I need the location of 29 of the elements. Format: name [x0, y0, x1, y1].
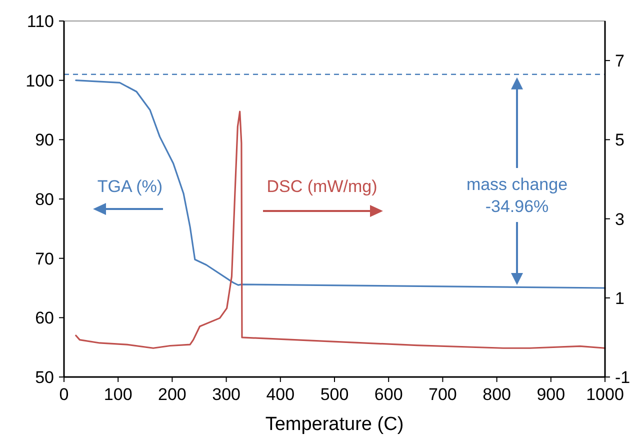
- annotation: mass change -34.96%: [466, 175, 568, 216]
- line-series: [75, 80, 606, 289]
- y-tick-label: 60: [35, 308, 54, 328]
- y2-tick-label: 3: [615, 210, 624, 229]
- x-tick-label: 100: [104, 385, 132, 404]
- y-tick-label: 100: [26, 71, 54, 90]
- line-series: [75, 110, 606, 349]
- x-tick-label: 0: [59, 385, 69, 404]
- x-tick-label: 600: [374, 385, 403, 404]
- x-tick-label: 700: [428, 385, 457, 404]
- x-tick-label: 1000: [586, 385, 624, 404]
- x-axis-title: Temperature (C): [265, 414, 404, 435]
- y-tick-label: 90: [35, 130, 54, 150]
- x-tick-label: 400: [266, 385, 295, 404]
- y2-tick-label: 5: [615, 130, 624, 150]
- x-tick-label: 800: [482, 385, 511, 404]
- y-tick-label: 110: [26, 12, 54, 31]
- annotation: TGA (%): [97, 177, 163, 196]
- y2-tick-label: -1: [615, 368, 630, 387]
- annotation: DSC (mW/mg): [266, 177, 378, 196]
- y-tick-label: 50: [35, 368, 54, 387]
- x-tick-label: 500: [320, 385, 349, 404]
- y-tick-label: 70: [35, 249, 54, 268]
- y-tick-label: 80: [35, 190, 54, 209]
- y2-tick-label: 7: [615, 52, 624, 71]
- x-tick-label: 900: [536, 385, 566, 404]
- x-tick-label: 200: [158, 385, 186, 404]
- y2-tick-label: 1: [615, 288, 624, 308]
- x-tick-label: 300: [212, 385, 240, 404]
